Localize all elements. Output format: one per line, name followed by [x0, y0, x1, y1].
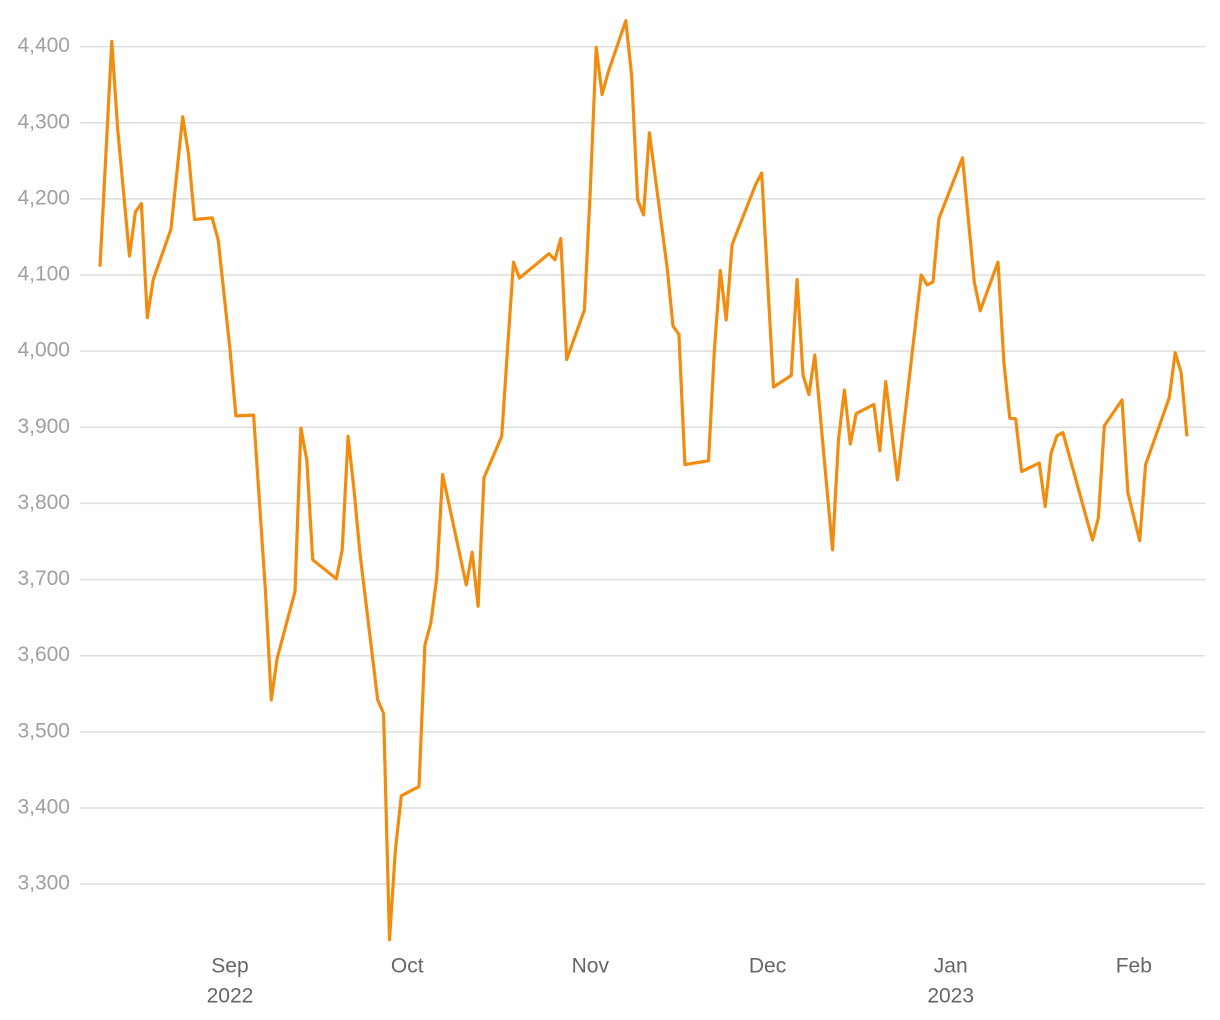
x-tick-year: 2022	[207, 985, 254, 1008]
x-tick-label: Sep	[211, 955, 248, 978]
y-tick-label: 3,500	[17, 719, 70, 742]
x-tick-label: Feb	[1116, 955, 1152, 978]
x-tick-label: Nov	[572, 955, 610, 978]
y-tick-label: 4,100	[17, 263, 70, 286]
y-tick-label: 3,600	[17, 643, 70, 666]
y-tick-label: 4,400	[17, 34, 70, 57]
x-tick-label: Jan	[934, 955, 968, 978]
y-tick-label: 3,400	[17, 796, 70, 819]
x-tick-label: Oct	[391, 955, 424, 978]
x-tick-label: Dec	[749, 955, 786, 978]
x-tick-year: 2023	[927, 985, 974, 1008]
y-tick-label: 4,200	[17, 186, 70, 209]
y-tick-label: 4,000	[17, 339, 70, 362]
y-tick-label: 3,900	[17, 415, 70, 438]
y-tick-label: 4,300	[17, 110, 70, 133]
y-tick-label: 3,300	[17, 872, 70, 895]
y-tick-label: 3,700	[17, 567, 70, 590]
y-tick-label: 3,800	[17, 491, 70, 514]
line	[98, 19, 1189, 942]
